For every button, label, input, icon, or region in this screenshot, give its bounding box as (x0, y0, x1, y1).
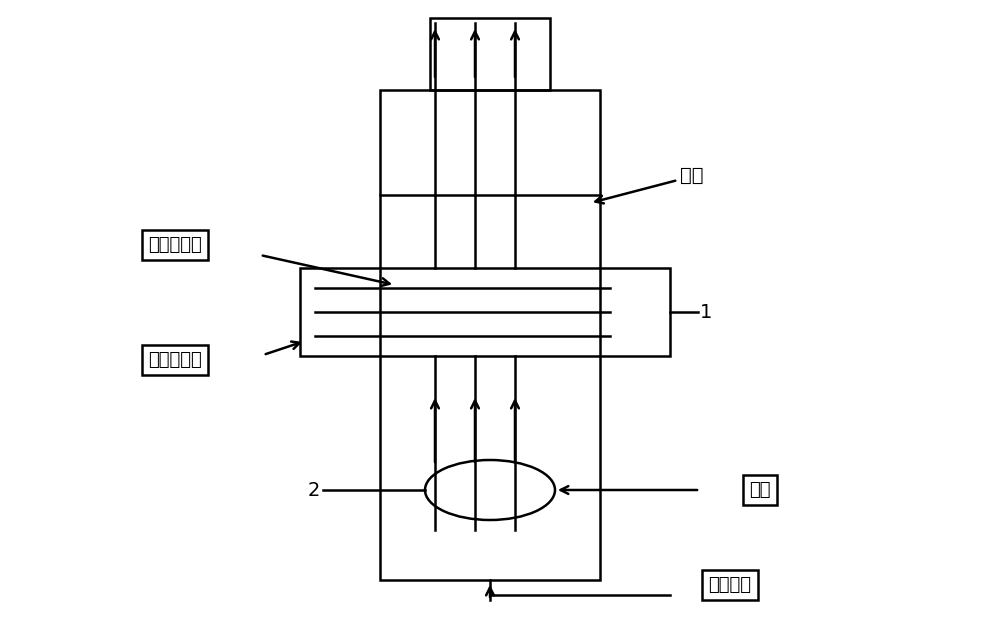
Text: 洗洤后气进: 洗洤后气进 (148, 351, 202, 369)
Text: 洗洤后气出: 洗洤后气出 (148, 236, 202, 254)
Text: 氢气: 氢气 (749, 481, 771, 499)
Text: 四氯化硯: 四氯化硯 (708, 576, 752, 594)
Text: 1: 1 (700, 302, 712, 321)
Bar (300, 268, 670, 356)
Text: 2: 2 (308, 481, 320, 500)
Text: 液面: 液面 (680, 165, 704, 184)
Bar (430, 18, 550, 90)
Bar (380, 90, 600, 580)
